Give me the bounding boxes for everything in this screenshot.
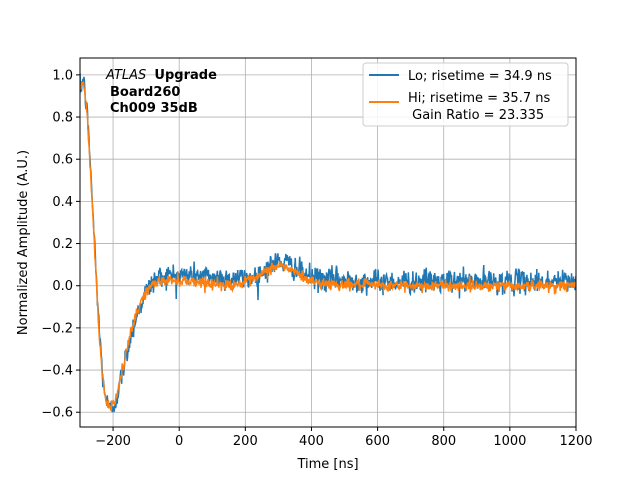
- y-tick-label: 0.8: [52, 111, 73, 126]
- annotation-upgrade: Upgrade: [154, 68, 217, 83]
- axes-frame: [79, 57, 577, 428]
- y-tick-label: 1.0: [52, 68, 73, 83]
- annotation-line-3: Ch009 35dB: [110, 101, 198, 116]
- x-tick-label: 1200: [559, 434, 592, 449]
- legend-gain-ratio: Gain Ratio = 23.335: [408, 108, 544, 123]
- annotation-line-2: Board260: [110, 85, 180, 100]
- axes: −200 0 200 400 600 800 1000 1200 −0.6 −0.4 −0.2 0.0…: [16, 57, 593, 472]
- x-tick-label: 400: [299, 434, 324, 449]
- y-tick-label: 0.4: [52, 195, 73, 210]
- x-axis-label: Time [ns]: [296, 457, 358, 472]
- x-tick-label: 0: [175, 434, 183, 449]
- y-tick-label: −0.2: [41, 321, 73, 336]
- x-tick-label: 800: [431, 434, 456, 449]
- x-tick-label: 600: [365, 434, 390, 449]
- legend-label-lo: Lo; risetime = 34.9 ns: [408, 69, 552, 84]
- legend: Lo; risetime = 34.9 ns Hi; risetime = 35…: [362, 62, 569, 127]
- annotation-line-1: ATLAS Upgrade: [105, 68, 217, 83]
- x-tick-label: 200: [233, 434, 258, 449]
- x-tick-label: −200: [95, 434, 131, 449]
- series-line-hi: [80, 80, 576, 413]
- annotation-atlas: ATLAS: [105, 68, 146, 83]
- y-tick-label: −0.4: [41, 364, 73, 379]
- y-axis-label: Normalized Amplitude (A.U.): [16, 150, 31, 335]
- y-tick-label: −0.6: [41, 406, 73, 421]
- y-tick-label: 0.0: [52, 279, 73, 294]
- y-tick-label: 0.2: [52, 237, 73, 252]
- x-tick-label: 1000: [493, 434, 526, 449]
- plot-area: [80, 73, 576, 413]
- annotation: ATLAS Upgrade Board260 Ch009 35dB: [105, 68, 217, 116]
- legend-frame: [362, 62, 569, 127]
- y-tick-label: 0.6: [52, 153, 73, 168]
- legend-label-hi: Hi; risetime = 35.7 ns: [408, 91, 550, 106]
